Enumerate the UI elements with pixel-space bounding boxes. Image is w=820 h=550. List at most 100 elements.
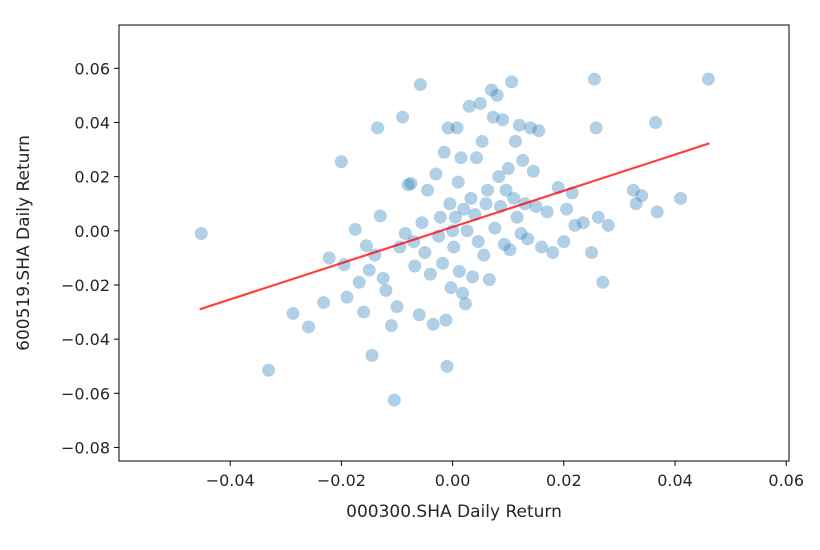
scatter-point: [521, 232, 535, 246]
scatter-points: [194, 72, 715, 407]
scatter-point: [437, 145, 451, 159]
scatter-point: [322, 251, 336, 265]
scatter-point: [496, 113, 510, 127]
scatter-point: [448, 210, 462, 224]
scatter-point: [340, 290, 354, 304]
scatter-point: [508, 134, 522, 148]
scatter-point: [601, 218, 615, 232]
scatter-point: [514, 227, 528, 241]
x-axis-ticks: −0.04 −0.02 0.00 0.02 0.04 0.06: [206, 461, 804, 490]
scatter-point: [535, 240, 549, 254]
scatter-point: [596, 275, 610, 289]
y-tick-label: 0.00: [74, 222, 110, 241]
scatter-point: [357, 305, 371, 319]
scatter-point: [499, 183, 513, 197]
scatter-point: [540, 205, 554, 219]
scatter-point: [523, 121, 537, 135]
scatter-point: [458, 297, 472, 311]
scatter-point: [423, 267, 437, 281]
y-tick-label: −0.02: [61, 276, 110, 295]
scatter-point: [626, 183, 640, 197]
scatter-point: [475, 134, 489, 148]
plot-area-frame: [118, 24, 790, 462]
y-axis-label: 600519.SHA Daily Return: [14, 135, 34, 351]
y-tick-label: 0.06: [74, 59, 110, 78]
scatter-point: [436, 256, 450, 270]
scatter-point: [497, 237, 511, 251]
x-tick-label: −0.04: [206, 471, 255, 490]
x-tick-label: 0.00: [435, 471, 471, 490]
scatter-point: [421, 183, 435, 197]
scatter-point: [439, 313, 453, 327]
scatter-point: [471, 235, 485, 249]
x-tick-label: 0.06: [768, 471, 804, 490]
scatter-point: [701, 72, 715, 86]
scatter-point: [401, 178, 415, 192]
scatter-point: [492, 170, 506, 184]
scatter-point: [512, 118, 526, 132]
scatter-point: [450, 121, 464, 135]
scatter-point: [649, 115, 663, 129]
scatter-point: [348, 222, 362, 236]
y-tick-label: −0.08: [61, 438, 110, 457]
x-tick-label: −0.02: [317, 471, 366, 490]
scatter-point: [396, 110, 410, 124]
scatter-point: [384, 319, 398, 333]
scatter-point: [510, 210, 524, 224]
scatter-point: [674, 191, 688, 205]
scatter-point: [359, 239, 373, 253]
scatter-point: [412, 308, 426, 322]
regression-line-layer: [199, 142, 710, 311]
scatter-point: [376, 271, 390, 285]
scatter-point: [488, 221, 502, 235]
scatter-point: [451, 175, 465, 189]
scatter-point: [466, 270, 480, 284]
y-tick-label: −0.06: [61, 384, 110, 403]
scatter-point: [485, 83, 499, 97]
scatter-point: [334, 155, 348, 169]
scatter-point: [429, 167, 443, 181]
scatter-point: [591, 210, 605, 224]
scatter-point: [426, 317, 440, 331]
scatter-point: [418, 245, 432, 259]
scatter-point: [479, 197, 493, 211]
scatter-point: [413, 78, 427, 92]
scatter-point: [503, 243, 517, 257]
scatter-point: [441, 121, 455, 135]
scatter-point: [473, 97, 487, 111]
scatter-point: [387, 393, 401, 407]
scatter-point: [352, 275, 366, 289]
scatter-point: [373, 209, 387, 223]
scatter-point: [546, 245, 560, 259]
scatter-point: [286, 306, 300, 320]
scatter-point: [456, 286, 470, 300]
scatter-point: [529, 199, 543, 213]
scatter-point: [404, 176, 418, 190]
scatter-point: [481, 183, 495, 197]
scatter-point: [557, 235, 571, 249]
scatter-point: [447, 240, 461, 254]
y-tick-label: 0.04: [74, 113, 110, 132]
scatter-point: [477, 248, 491, 262]
scatter-point: [650, 205, 664, 219]
scatter-point: [576, 216, 590, 230]
y-tick-label: −0.04: [61, 330, 110, 349]
scatter-point: [470, 151, 484, 165]
scatter-point: [457, 202, 471, 216]
scatter-point: [398, 227, 412, 241]
scatter-point: [532, 124, 546, 138]
scatter-point: [440, 359, 454, 373]
scatter-point: [443, 197, 457, 211]
scatter-point: [444, 281, 458, 295]
scatter-point: [317, 296, 331, 310]
scatter-point: [589, 121, 603, 135]
scatter-point: [379, 283, 393, 297]
scatter-point: [587, 72, 601, 86]
scatter-point: [408, 259, 422, 273]
x-tick-label: 0.02: [546, 471, 582, 490]
y-tick-label: 0.02: [74, 168, 110, 187]
scatter-point: [585, 245, 599, 259]
scatter-point: [452, 264, 466, 278]
scatter-point: [302, 320, 316, 334]
